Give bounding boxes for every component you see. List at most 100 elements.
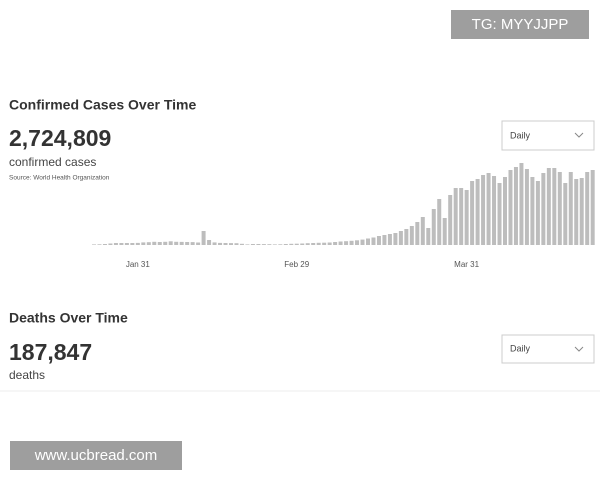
bar (513, 167, 518, 245)
dropdown-label: Daily (510, 343, 531, 353)
bar (409, 226, 414, 245)
bar (508, 170, 513, 245)
bar (267, 244, 272, 245)
bar (442, 218, 447, 245)
bar (333, 242, 338, 245)
bar (503, 177, 507, 245)
bar (420, 217, 425, 245)
bar (196, 242, 201, 245)
bar (212, 242, 217, 245)
x-tick-label: Jan 31 (126, 260, 151, 269)
watermark: TG: MYYJJPP (472, 16, 569, 33)
bar (278, 244, 283, 245)
chevron (574, 132, 584, 138)
dropdown[interactable] (501, 334, 595, 364)
bar (481, 175, 486, 245)
x-tick-label: Mar 31 (454, 260, 479, 269)
bar (546, 168, 551, 245)
bar (338, 241, 343, 245)
bar (360, 239, 365, 245)
bar (535, 181, 540, 245)
bar (415, 222, 420, 245)
bar (250, 244, 255, 245)
bar (530, 177, 535, 245)
bar (486, 173, 491, 245)
plot: Jan 31 Feb 29 Mar 31 (92, 163, 595, 269)
bar (124, 243, 129, 245)
bar (327, 242, 332, 245)
dropdown-label: Daily (510, 130, 531, 140)
bar (355, 240, 360, 245)
bar (201, 231, 206, 245)
bar (371, 237, 376, 245)
bar (245, 244, 250, 245)
bar (464, 190, 469, 245)
bar (289, 243, 294, 245)
bar (497, 183, 502, 245)
chart-title: Deaths Over Time (9, 310, 128, 326)
total: 187,847 (9, 339, 92, 365)
bar (207, 240, 212, 245)
bar (426, 228, 431, 245)
bar (152, 241, 157, 245)
bar (234, 243, 239, 245)
bar (459, 188, 464, 245)
bar (541, 173, 546, 245)
bar (92, 244, 96, 245)
bar (174, 241, 179, 245)
bar (300, 243, 305, 245)
chevron (574, 346, 584, 352)
bar (574, 179, 579, 245)
bar (218, 242, 223, 245)
bar (163, 241, 168, 245)
bar (102, 244, 107, 245)
bar (223, 243, 228, 245)
bar (294, 243, 299, 245)
bar (283, 244, 288, 245)
chart-title: Confirmed Cases Over Time (9, 97, 196, 113)
bar (524, 169, 529, 245)
bar (387, 234, 392, 245)
bar (448, 195, 453, 245)
bar (475, 179, 480, 245)
watermark-box (10, 441, 182, 470)
bar (119, 243, 124, 245)
bar (393, 233, 398, 245)
bar (344, 241, 349, 245)
bar (492, 176, 497, 245)
bar (557, 172, 562, 245)
bar (470, 181, 475, 245)
bar (519, 163, 524, 245)
bar (322, 242, 327, 245)
bar (272, 244, 277, 245)
bar (157, 242, 162, 245)
watermark-box (451, 10, 589, 39)
bar (108, 243, 113, 245)
bar (398, 231, 403, 245)
bar (382, 235, 387, 245)
bar (261, 244, 266, 245)
bar (568, 172, 573, 245)
bar (431, 209, 436, 245)
bar (311, 243, 316, 245)
bar (229, 243, 233, 245)
bar (146, 242, 151, 245)
subtitle: confirmed cases (9, 155, 96, 169)
bar (349, 240, 354, 245)
bar (135, 242, 140, 245)
bar (239, 243, 244, 245)
bar (168, 241, 173, 245)
bar (185, 242, 190, 245)
bar (141, 242, 146, 245)
bar (376, 236, 381, 245)
bar (366, 238, 370, 245)
subtitle: deaths (9, 368, 45, 382)
bar (590, 170, 595, 245)
bar (563, 183, 568, 245)
bar (316, 242, 321, 245)
dropdown[interactable] (501, 120, 595, 151)
bar (130, 243, 135, 245)
bar (552, 168, 557, 245)
source: Source: World Health Organization (9, 175, 110, 182)
